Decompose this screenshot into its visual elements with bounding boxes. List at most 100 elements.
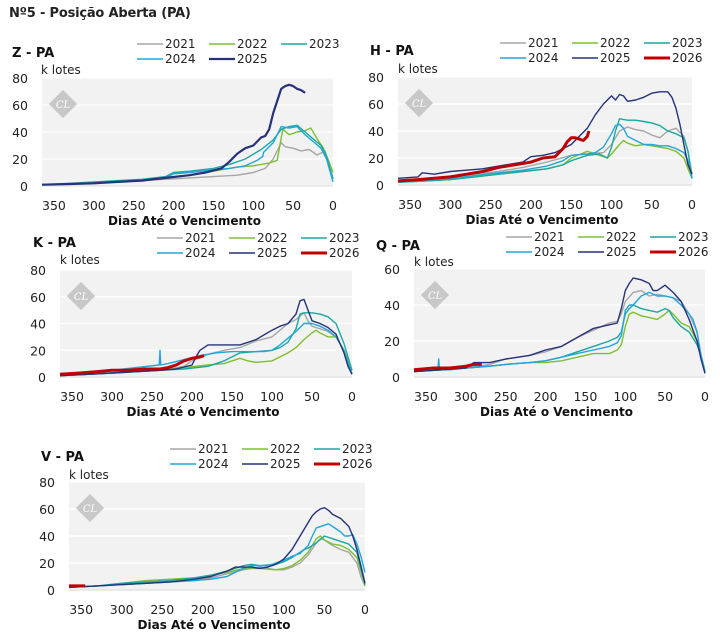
legend-label-2025: 2025 xyxy=(237,52,268,66)
x-tick-label: 50 xyxy=(644,197,660,212)
series-line-2024 xyxy=(59,322,353,375)
legend-label-2022: 2022 xyxy=(600,36,631,50)
legend-label-2024: 2024 xyxy=(528,51,559,65)
legend-label-2026: 2026 xyxy=(329,246,360,260)
y-tick-label: 0 xyxy=(47,583,55,598)
y-tick-label: 0 xyxy=(392,370,400,385)
series-line-2026 xyxy=(397,130,591,183)
watermark-text: CL xyxy=(74,292,89,303)
x-tick-label: 150 xyxy=(201,198,225,213)
plot-area xyxy=(414,269,705,377)
chart-q: Q - PAk lotes 0 20 40 60 350 300 250 200 150 100 50… xyxy=(376,230,709,419)
x-tick-label: 50 xyxy=(285,198,301,213)
legend-label-2025: 2025 xyxy=(606,245,637,259)
x-tick-label: 150 xyxy=(573,389,597,404)
chart-h: H - PA k lotes 0 20 40 60 80 350 300 250 200 150 100… xyxy=(368,36,703,227)
y-tick-label: 80 xyxy=(39,475,55,490)
y-tick-label: 40 xyxy=(384,298,400,313)
x-tick-label: 0 xyxy=(348,389,356,404)
series-line-2023 xyxy=(41,124,334,186)
x-tick-label: 300 xyxy=(438,197,462,212)
y-tick-label: 20 xyxy=(368,151,384,166)
x-tick-label: 0 xyxy=(361,602,369,617)
legend-label-2026: 2026 xyxy=(672,51,703,65)
y-tick-label: 60 xyxy=(39,502,55,517)
y-tick-label: 0 xyxy=(20,179,28,194)
series-line-2023 xyxy=(397,118,693,183)
x-tick-label: 300 xyxy=(100,389,124,404)
page-title: Nº5 - Posição Aberta (PA) xyxy=(9,6,191,21)
x-axis-title: Dias Até o Vencimento xyxy=(480,405,633,419)
x-tick-label: 300 xyxy=(454,389,478,404)
y-tick-label: 40 xyxy=(368,124,384,139)
legend-label-2024: 2024 xyxy=(165,52,196,66)
legend-label-2026: 2026 xyxy=(678,245,709,259)
x-tick-label: 100 xyxy=(613,389,637,404)
legend-label-2022: 2022 xyxy=(606,230,637,244)
legend-label-2021: 2021 xyxy=(165,37,196,51)
legend-label-2022: 2022 xyxy=(257,231,288,245)
watermark-text: CL xyxy=(428,291,443,302)
x-tick-label: 250 xyxy=(479,197,503,212)
y-axis-unit: k lotes xyxy=(60,253,100,267)
y-tick-label: 60 xyxy=(12,98,28,113)
x-tick-label: 100 xyxy=(260,389,284,404)
legend-label-2022: 2022 xyxy=(237,37,268,51)
x-tick-label: 50 xyxy=(657,389,673,404)
y-tick-label: 20 xyxy=(12,152,28,167)
legend-label-2024: 2024 xyxy=(185,246,216,260)
series-line-2022 xyxy=(68,535,366,588)
series-line-2025 xyxy=(68,506,366,588)
y-axis-unit: k lotes xyxy=(398,62,438,76)
x-axis-title: Dias Até o Vencimento xyxy=(108,214,261,228)
legend-label-2021: 2021 xyxy=(534,230,565,244)
series-line-2026 xyxy=(59,354,205,376)
series-line-2025 xyxy=(413,277,706,374)
chart-title: H - PA xyxy=(370,44,414,59)
y-tick-label: 40 xyxy=(12,125,28,140)
x-tick-label: 100 xyxy=(272,602,296,617)
x-tick-label: 350 xyxy=(60,389,84,404)
legend-label-2023: 2023 xyxy=(342,442,373,456)
chart-title: K - PA xyxy=(33,236,76,251)
x-tick-label: 250 xyxy=(140,389,164,404)
x-tick-label: 200 xyxy=(191,602,215,617)
x-tick-label: 200 xyxy=(534,389,558,404)
chart-title: Q - PA xyxy=(376,239,420,254)
series-line-2025 xyxy=(397,91,693,179)
watermark-text: CL xyxy=(83,504,98,515)
x-tick-label: 0 xyxy=(688,197,696,212)
chart-k: K - PA k lotes 0 20 40 60 80 350 300 250 200 150 100… xyxy=(30,231,360,419)
legend-label-2026: 2026 xyxy=(342,457,373,471)
legend-label-2021: 2021 xyxy=(198,442,229,456)
legend-label-2023: 2023 xyxy=(678,230,709,244)
y-axis-unit: k lotes xyxy=(41,63,81,77)
y-axis-unit: k lotes xyxy=(414,255,454,269)
x-tick-label: 300 xyxy=(110,602,134,617)
y-tick-label: 20 xyxy=(384,334,400,349)
chart-z: Z - PA k lotes 0 20 40 60 80 350 300 250 200 150 100… xyxy=(12,37,340,228)
x-tick-label: 50 xyxy=(316,602,332,617)
x-tick-label: 150 xyxy=(559,197,583,212)
y-tick-label: 20 xyxy=(30,343,46,358)
x-tick-label: 150 xyxy=(231,602,255,617)
legend-label-2021: 2021 xyxy=(185,231,216,245)
legend-label-2024: 2024 xyxy=(198,457,229,471)
x-tick-label: 50 xyxy=(304,389,320,404)
legend-label-2021: 2021 xyxy=(528,36,559,50)
x-tick-label: 200 xyxy=(162,198,186,213)
legend-label-2025: 2025 xyxy=(600,51,631,65)
x-tick-label: 100 xyxy=(241,198,265,213)
x-tick-label: 350 xyxy=(398,197,422,212)
y-tick-label: 60 xyxy=(30,290,46,305)
x-tick-label: 300 xyxy=(82,198,106,213)
y-tick-label: 0 xyxy=(38,370,46,385)
watermark-text: CL xyxy=(56,100,71,111)
watermark-logo-icon: CL xyxy=(48,89,78,119)
y-tick-label: 80 xyxy=(12,71,28,86)
x-tick-label: 200 xyxy=(180,389,204,404)
y-tick-label: 60 xyxy=(384,262,400,277)
y-tick-label: 40 xyxy=(39,529,55,544)
x-tick-label: 350 xyxy=(414,389,438,404)
legend-label-2023: 2023 xyxy=(309,37,340,51)
